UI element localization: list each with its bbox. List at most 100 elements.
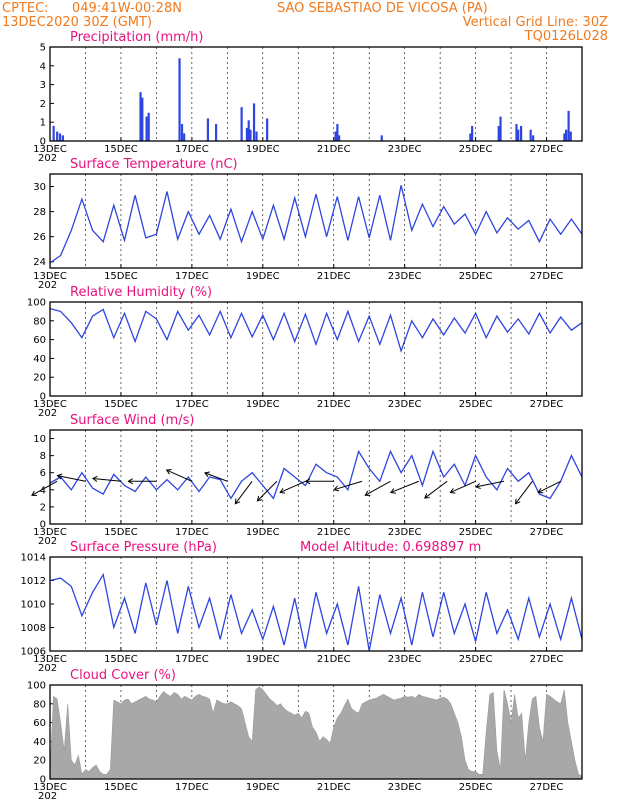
wind-arrow bbox=[92, 477, 121, 482]
wind-x-tick-label: 13DEC bbox=[33, 527, 67, 538]
precip-x-tick-label: 17DEC bbox=[175, 144, 209, 155]
precip-y-tick-label: 3 bbox=[40, 80, 46, 91]
cloud-x-tick-label: 17DEC bbox=[175, 782, 209, 793]
precip-bar bbox=[214, 124, 218, 141]
pressure-x-tick-label: 25DEC bbox=[459, 654, 493, 665]
cloud-x-tick-label: 27DEC bbox=[530, 782, 564, 793]
precip-x-tick-label: 15DEC bbox=[104, 144, 138, 155]
header-date: 13DEC2020 30Z (GMT) bbox=[2, 15, 152, 30]
cloud-x-year-label: 202 bbox=[38, 791, 57, 800]
pressure-y-tick-label: 1012 bbox=[21, 576, 46, 587]
temperature-y-tick-label: 24 bbox=[33, 257, 46, 268]
precip-bar bbox=[255, 131, 258, 141]
cloud-y-tick-label: 0 bbox=[40, 775, 46, 786]
header-source: CPTEC: bbox=[2, 1, 49, 16]
precip-bar bbox=[141, 97, 144, 141]
wind-arrow bbox=[166, 469, 193, 482]
pressure-series-line bbox=[49, 572, 583, 652]
precip-x-tick-label: 23DEC bbox=[388, 144, 422, 155]
precip-bar bbox=[58, 133, 62, 141]
wind-x-year-label: 202 bbox=[38, 536, 57, 547]
precip-bar bbox=[183, 133, 186, 141]
cloud-y-tick-label: 100 bbox=[27, 681, 46, 692]
wind-arrow-head bbox=[56, 473, 63, 480]
temperature-x-tick-label: 21DEC bbox=[317, 271, 351, 282]
precip-bar bbox=[266, 118, 269, 141]
precip-bar bbox=[563, 133, 566, 141]
wind-arrow bbox=[538, 480, 561, 493]
precip-x-tick-label: 19DEC bbox=[246, 144, 280, 155]
pressure-y-tick-label: 1006 bbox=[21, 647, 46, 658]
wind-arrow bbox=[279, 480, 306, 493]
temperature-y-tick-label: 30 bbox=[33, 182, 46, 193]
precip-bar bbox=[338, 135, 341, 141]
wind-arrow bbox=[390, 480, 420, 493]
precip-x-tick-label: 21DEC bbox=[317, 144, 351, 155]
precip-frame bbox=[49, 46, 583, 142]
wind-arrow bbox=[515, 480, 533, 504]
chart-marks: 0 1 2 3 4 5 13DEC 15DEC 17DEC 19DEC 21DEC 23DEC 25DE… bbox=[21, 43, 583, 800]
wind-arrow bbox=[257, 480, 278, 502]
wind-x-tick-label: 19DEC bbox=[246, 527, 280, 538]
wind-y-tick-label: 8 bbox=[40, 451, 46, 462]
precip-bar bbox=[206, 118, 210, 141]
pressure-y-tick-label: 1014 bbox=[21, 553, 46, 564]
precip-y-tick-label: 5 bbox=[40, 43, 46, 54]
wind-y-tick-label: 10 bbox=[33, 434, 46, 445]
precip-bar bbox=[565, 129, 568, 141]
precip-y-tick-label: 4 bbox=[40, 61, 46, 72]
cloud-x-tick-label: 23DEC bbox=[388, 782, 422, 793]
wind-arrow bbox=[57, 475, 86, 482]
wind-arrow-head bbox=[204, 471, 210, 478]
humidity-x-tick-label: 13DEC bbox=[33, 399, 67, 410]
precip-x-tick-label: 25DEC bbox=[459, 144, 493, 155]
wind-x-tick-label: 27DEC bbox=[530, 527, 564, 538]
humidity-x-tick-label: 17DEC bbox=[175, 399, 209, 410]
temperature-x-tick-label: 25DEC bbox=[459, 271, 493, 282]
precip-bar bbox=[56, 131, 59, 141]
humidity-x-year-label: 202 bbox=[38, 408, 57, 419]
pressure-x-tick-label: 19DEC bbox=[246, 654, 280, 665]
humidity-y-tick-label: 40 bbox=[33, 354, 46, 365]
wind-arrow-head bbox=[279, 488, 286, 494]
precip-bar bbox=[469, 133, 472, 141]
precip-bar bbox=[178, 58, 181, 141]
header-model-code: TQ0126L028 bbox=[524, 29, 608, 44]
wind-arrow bbox=[333, 480, 363, 491]
precip-bar bbox=[519, 125, 523, 141]
wind-arrow-head bbox=[165, 468, 172, 475]
cloud-x-tick-label: 19DEC bbox=[246, 782, 280, 793]
temperature-title: Surface Temperature (nC) bbox=[70, 157, 238, 172]
precip-bar bbox=[567, 110, 570, 141]
precip-y-tick-label: 1 bbox=[40, 118, 46, 129]
wind-arrow-head bbox=[475, 483, 481, 490]
wind-arrow-head bbox=[333, 485, 340, 492]
humidity-x-tick-label: 21DEC bbox=[317, 399, 351, 410]
precip-bar bbox=[245, 127, 249, 141]
header: CPTEC: 049:41W-00:28N SAO SEBASTIAO DE V… bbox=[2, 1, 608, 44]
cloud-area bbox=[49, 686, 583, 780]
precip-bar bbox=[247, 120, 250, 141]
wind-frame bbox=[49, 429, 583, 525]
cloud-x-tick-label: 13DEC bbox=[33, 782, 67, 793]
wind-y-tick-label: 0 bbox=[40, 520, 46, 531]
temperature-series-line bbox=[49, 185, 583, 264]
precip-bar bbox=[147, 112, 150, 141]
wind-arrow-head bbox=[256, 495, 263, 502]
cloud-x-tick-label: 15DEC bbox=[104, 782, 138, 793]
humidity-x-tick-label: 19DEC bbox=[246, 399, 280, 410]
humidity-frame bbox=[49, 301, 583, 397]
pressure-x-tick-label: 27DEC bbox=[530, 654, 564, 665]
temperature-y-tick-label: 28 bbox=[33, 207, 46, 218]
wind-arrow-head bbox=[31, 490, 37, 496]
header-location: SAO SEBASTIAO DE VICOSA (PA) bbox=[277, 1, 488, 16]
header-grid-note: Vertical Grid Line: 30Z bbox=[463, 15, 608, 30]
wind-y-tick-label: 4 bbox=[40, 485, 46, 496]
wind-arrow-head bbox=[364, 490, 371, 496]
cloud-y-tick-label: 60 bbox=[33, 718, 46, 729]
precip-y-tick-label: 0 bbox=[40, 137, 46, 148]
wind-y-tick-label: 6 bbox=[40, 468, 46, 479]
wind-arrow bbox=[450, 480, 476, 493]
pressure-x-tick-label: 21DEC bbox=[317, 654, 351, 665]
